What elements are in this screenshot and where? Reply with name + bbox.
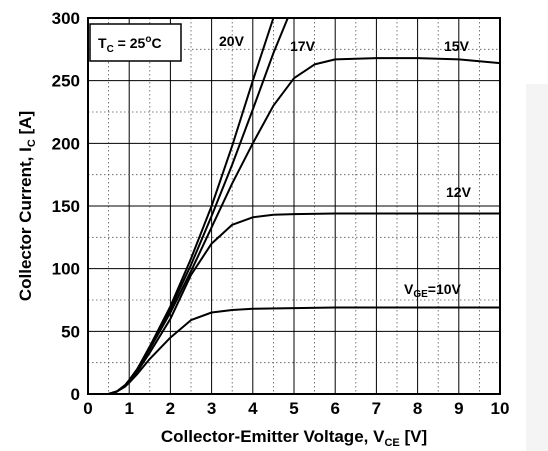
grid <box>88 18 500 394</box>
y-tick-label: 300 <box>52 9 80 28</box>
x-tick-label: 10 <box>491 399 510 418</box>
label-20v: 20V <box>219 33 245 49</box>
y-tick-label: 250 <box>52 72 80 91</box>
x-tick-label: 3 <box>207 399 216 418</box>
x-tick-label: 5 <box>289 399 298 418</box>
x-tick-label: 1 <box>124 399 133 418</box>
condition-box: TC = 25oC <box>89 23 182 62</box>
x-tick-label: 7 <box>372 399 381 418</box>
y-tick-labels: 0 50 100 150 200 250 300 <box>52 9 80 404</box>
curves <box>88 18 500 394</box>
label-12v: 12V <box>446 184 472 200</box>
label-10v: VGE=10V <box>404 281 462 300</box>
x-tick-label: 6 <box>330 399 339 418</box>
y-tick-label: 50 <box>61 322 80 341</box>
y-tick-label: 100 <box>52 260 80 279</box>
x-tick-label: 9 <box>454 399 463 418</box>
condition-text: TC = 25oC <box>98 34 162 55</box>
label-17v: 17V <box>290 38 316 54</box>
x-tick-labels: 0 1 2 3 4 5 6 7 8 9 10 <box>83 399 509 418</box>
y-axis-title: Collector Current, IC [A] <box>16 111 38 301</box>
x-tick-label: 4 <box>248 399 258 418</box>
y-tick-label: 200 <box>52 134 80 153</box>
y-tick-label: 0 <box>71 385 80 404</box>
side-strip <box>526 84 548 451</box>
x-axis-title: Collector-Emitter Voltage, VCE [V] <box>161 427 427 449</box>
plot-frame <box>87 17 501 395</box>
x-tick-label: 8 <box>413 399 422 418</box>
y-tick-label: 150 <box>52 197 80 216</box>
label-15v: 15V <box>444 38 470 54</box>
x-tick-label: 0 <box>83 399 92 418</box>
x-tick-label: 2 <box>166 399 175 418</box>
series-line-10v <box>88 306 500 394</box>
